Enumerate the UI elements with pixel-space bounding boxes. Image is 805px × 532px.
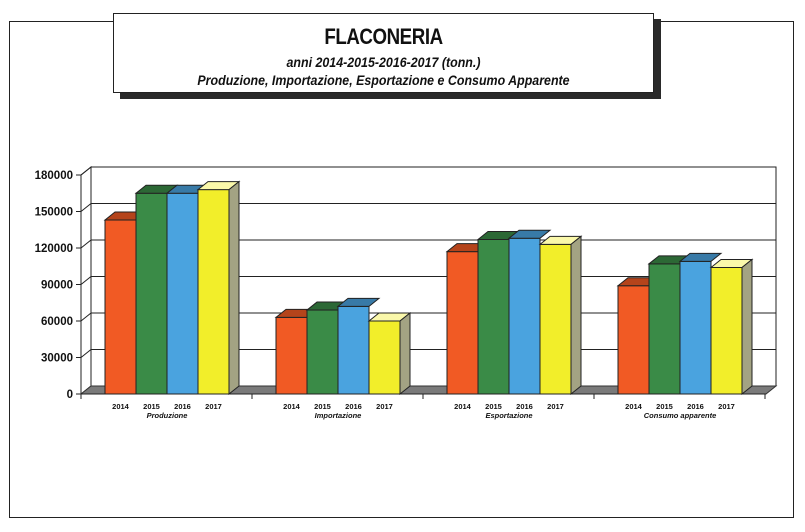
bar-front [306, 309, 339, 395]
bar-esportazione-2017 [538, 235, 583, 396]
bar-esportazione-2015 [476, 230, 521, 395]
bar-front [275, 316, 308, 395]
bar-top [507, 229, 552, 239]
title-box: FLACONERIA anni 2014-2015-2016-2017 (ton… [113, 13, 654, 93]
bar-front [197, 189, 230, 395]
bar-consumo-apparente-2016 [678, 252, 723, 395]
y-tick-label: 60000 [41, 316, 73, 328]
chart-subtitle-categories: Produzione, Importazione, Esportazione e… [197, 73, 570, 88]
grid-line-side [80, 349, 92, 358]
x-category-label: Esportazione [485, 411, 532, 420]
bar-consumo-apparente-2015 [647, 255, 692, 395]
bar-side [570, 235, 582, 396]
y-tick-label: 30000 [41, 353, 73, 365]
y-tick-label: 120000 [35, 243, 73, 255]
bar-produzione-2014 [103, 211, 148, 395]
bar-side [228, 180, 240, 396]
bar-front [135, 192, 168, 395]
x-tick-label-year: 2017 [547, 402, 564, 411]
x-tick-label-year: 2016 [345, 402, 362, 411]
bar-front [104, 219, 137, 395]
x-tick-label-year: 2017 [718, 402, 735, 411]
bar-front [368, 320, 401, 395]
bar-front [166, 192, 199, 395]
grid-line-side [80, 166, 92, 176]
bar-side [399, 311, 411, 396]
bar-top [336, 297, 381, 307]
bar-esportazione-2016 [507, 229, 552, 395]
x-tick-label-year: 2014 [454, 402, 472, 411]
bar-front [679, 260, 712, 395]
x-tick-label-year: 2015 [143, 402, 160, 411]
bar-front [508, 237, 541, 395]
x-category-label: Produzione [147, 411, 188, 420]
bar-produzione-2015 [134, 184, 179, 395]
bar-produzione-2016 [165, 184, 210, 395]
x-tick-label-year: 2015 [485, 402, 502, 411]
x-tick-label-year: 2016 [516, 402, 533, 411]
bar-front [446, 251, 479, 395]
y-tick-label: 0 [67, 389, 73, 401]
y-tick-label: 150000 [35, 207, 73, 219]
x-tick-label-year: 2016 [174, 402, 191, 411]
bar-importazione-2016 [336, 297, 381, 395]
bar-front [337, 305, 370, 395]
x-axis-labels: 2014 2015 2016 2017 Produzione 2014 2015 2016 20… [80, 394, 766, 420]
bar-front [617, 285, 650, 395]
grid-line-side [80, 312, 92, 322]
x-tick-label-year: 2016 [687, 402, 704, 411]
x-tick-label-year: 2015 [314, 402, 331, 411]
x-tick-label-year: 2015 [656, 402, 673, 411]
grid-line-side [80, 239, 92, 249]
x-tick-label-year: 2014 [112, 402, 130, 411]
bar-side [741, 258, 753, 396]
x-tick-label-year: 2017 [376, 402, 393, 411]
y-tick-label: 90000 [41, 280, 73, 292]
y-axis: 0 30000 60000 90000 120000 150000 180000 [35, 170, 82, 401]
bar-importazione-2014 [274, 308, 319, 395]
bar-front [539, 243, 572, 395]
bar-front [477, 238, 510, 395]
x-category-label: Consumo apparente [644, 411, 717, 420]
grid-line-side [80, 203, 92, 212]
bar-front [710, 266, 743, 395]
x-category-label: Importazione [315, 411, 362, 420]
bar-produzione-2017 [196, 180, 241, 396]
chart-subtitle-years: anni 2014-2015-2016-2017 (tonn.) [286, 55, 481, 70]
bar-importazione-2017 [367, 311, 412, 396]
y-tick-label: 180000 [35, 170, 73, 182]
x-tick-label-year: 2014 [625, 402, 643, 411]
bar-consumo-apparente-2017 [709, 258, 754, 396]
grid-line-side [80, 276, 92, 285]
bar-front [648, 263, 681, 395]
bars [103, 180, 754, 396]
x-tick-label-year: 2014 [283, 402, 301, 411]
x-tick-label-year: 2017 [205, 402, 222, 411]
bar-top [678, 252, 723, 262]
chart-title: FLACONERIA [324, 24, 443, 49]
